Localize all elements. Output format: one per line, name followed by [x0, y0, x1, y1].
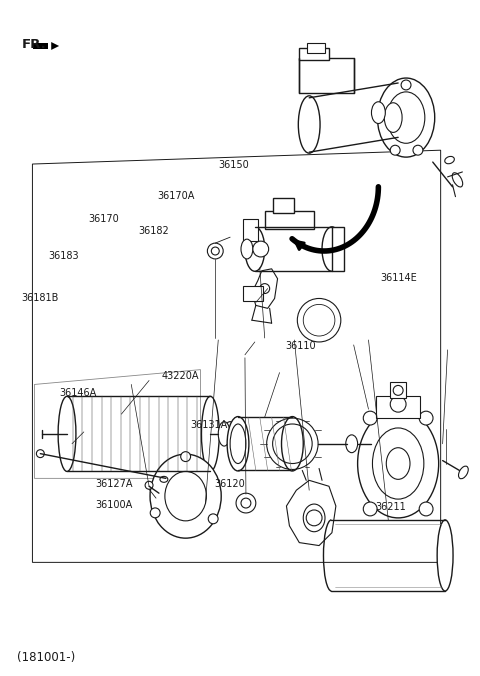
Circle shape [211, 247, 219, 255]
Ellipse shape [458, 466, 468, 479]
Circle shape [260, 284, 270, 293]
Ellipse shape [322, 227, 342, 271]
Bar [390, 383, 406, 398]
Ellipse shape [150, 454, 221, 538]
Text: 36100A: 36100A [96, 500, 132, 510]
Circle shape [36, 450, 44, 458]
Ellipse shape [387, 92, 425, 143]
Ellipse shape [227, 416, 249, 471]
Ellipse shape [303, 504, 325, 532]
Polygon shape [287, 481, 336, 546]
Ellipse shape [386, 448, 410, 479]
Ellipse shape [358, 409, 439, 518]
Circle shape [303, 304, 335, 336]
Circle shape [419, 502, 433, 516]
Circle shape [393, 385, 403, 395]
Bar [273, 197, 294, 214]
Ellipse shape [437, 520, 453, 591]
Bar [243, 220, 258, 241]
Text: 36120: 36120 [214, 479, 245, 489]
Text: 36127A: 36127A [96, 479, 133, 489]
Circle shape [390, 396, 406, 412]
Bar [243, 286, 263, 301]
Circle shape [208, 514, 218, 524]
Text: 36150: 36150 [219, 160, 250, 170]
Bar [300, 49, 329, 60]
Circle shape [207, 243, 223, 259]
Circle shape [253, 241, 269, 257]
Text: (181001-): (181001-) [17, 651, 75, 664]
FancyArrow shape [34, 42, 59, 50]
Ellipse shape [223, 422, 237, 446]
Text: 36182: 36182 [138, 226, 169, 237]
Ellipse shape [245, 227, 264, 271]
Text: 43220A: 43220A [162, 371, 199, 381]
Ellipse shape [346, 435, 358, 453]
Bar [332, 227, 344, 271]
Circle shape [297, 299, 341, 342]
Text: 36170A: 36170A [157, 191, 194, 201]
Ellipse shape [241, 239, 253, 259]
Circle shape [145, 481, 153, 489]
Ellipse shape [230, 424, 246, 464]
Text: 36110: 36110 [285, 341, 316, 352]
Text: 36114E: 36114E [380, 273, 417, 283]
Polygon shape [252, 269, 277, 308]
Text: 36131A: 36131A [190, 420, 228, 430]
Ellipse shape [218, 422, 230, 446]
Bar [307, 43, 325, 53]
Ellipse shape [298, 96, 320, 153]
Ellipse shape [377, 78, 435, 157]
Text: 36181B: 36181B [22, 293, 59, 304]
Ellipse shape [58, 396, 76, 471]
Ellipse shape [372, 428, 424, 499]
Ellipse shape [372, 102, 385, 124]
Circle shape [390, 145, 400, 155]
Circle shape [363, 502, 377, 516]
Ellipse shape [387, 81, 409, 139]
Ellipse shape [165, 471, 206, 521]
Circle shape [363, 411, 377, 425]
Ellipse shape [452, 173, 463, 187]
Bar [300, 58, 354, 93]
Text: 36146A: 36146A [60, 388, 97, 398]
Bar [264, 212, 314, 229]
Circle shape [401, 80, 411, 90]
Circle shape [413, 145, 423, 155]
Ellipse shape [445, 156, 455, 164]
Circle shape [180, 452, 191, 462]
Ellipse shape [160, 477, 168, 482]
Text: FR.: FR. [22, 37, 47, 51]
Circle shape [306, 510, 322, 526]
Circle shape [150, 508, 160, 518]
Text: 36211: 36211 [375, 502, 406, 512]
Bar [376, 396, 420, 418]
Ellipse shape [281, 416, 303, 471]
Polygon shape [34, 43, 48, 49]
Circle shape [241, 498, 251, 508]
Circle shape [236, 493, 256, 513]
Ellipse shape [384, 103, 402, 132]
Circle shape [419, 411, 433, 425]
Ellipse shape [202, 396, 219, 471]
Text: 36170: 36170 [88, 214, 119, 224]
Text: 36183: 36183 [48, 251, 78, 261]
